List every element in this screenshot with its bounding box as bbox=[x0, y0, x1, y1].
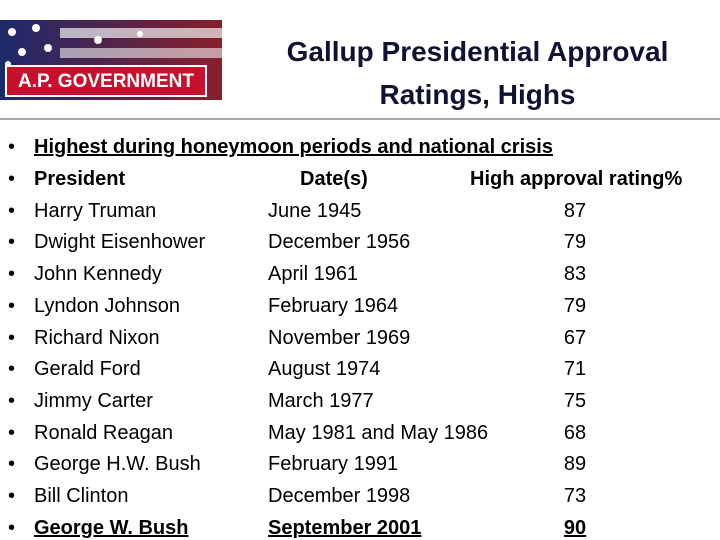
rating: 83 bbox=[563, 263, 587, 286]
column-header: Date(s) bbox=[300, 168, 368, 190]
president: Jimmy Carter bbox=[34, 389, 153, 412]
logo: A.P. GOVERNMENT bbox=[0, 20, 222, 100]
column-header: High approval rating% bbox=[470, 168, 683, 190]
president: George W. Bush bbox=[34, 516, 189, 539]
bullet: • bbox=[8, 294, 16, 317]
bullet: • bbox=[8, 358, 16, 381]
rating: 67 bbox=[563, 326, 587, 349]
rating: 79 bbox=[563, 231, 587, 254]
rating: 73 bbox=[563, 485, 587, 507]
divider bbox=[0, 118, 720, 120]
rating: 89 bbox=[563, 453, 587, 476]
date: May 1981 and May 1986 bbox=[268, 421, 489, 444]
date: September 2001 bbox=[268, 516, 422, 539]
rating: 79 bbox=[563, 294, 587, 317]
rating: 71 bbox=[563, 358, 587, 381]
president: Gerald Ford bbox=[34, 358, 141, 381]
president: George H.W. Bush bbox=[34, 453, 201, 476]
date: March 1977 bbox=[268, 389, 374, 412]
bullet: • bbox=[8, 421, 16, 444]
president: Lyndon Johnson bbox=[34, 294, 181, 317]
bullet: • bbox=[8, 136, 16, 158]
president: Harry Truman bbox=[34, 199, 157, 222]
president: Bill Clinton bbox=[34, 485, 129, 507]
bullet: • bbox=[8, 453, 16, 476]
intro: Highest during honeymoon periods and nat… bbox=[34, 136, 553, 158]
rating: 90 bbox=[563, 516, 587, 539]
bullet: • bbox=[8, 199, 16, 222]
logo-text: A.P. GOVERNMENT bbox=[18, 71, 194, 92]
bullet: • bbox=[8, 231, 16, 254]
president: John Kennedy bbox=[34, 263, 162, 286]
date: December 1998 bbox=[268, 485, 411, 507]
rating: 75 bbox=[563, 389, 587, 412]
bullet: • bbox=[8, 516, 16, 539]
rating: 68 bbox=[563, 421, 587, 444]
president: Dwight Eisenhower bbox=[34, 231, 206, 254]
date: February 1964 bbox=[268, 294, 399, 317]
president: Richard Nixon bbox=[34, 326, 160, 349]
bullet: • bbox=[8, 389, 16, 412]
date: November 1969 bbox=[268, 326, 411, 349]
president: Ronald Reagan bbox=[34, 421, 173, 444]
rating: 87 bbox=[563, 199, 587, 222]
date: February 1991 bbox=[268, 453, 399, 476]
date: April 1961 bbox=[268, 263, 359, 286]
bullet: • bbox=[8, 326, 16, 349]
column-header: President bbox=[34, 168, 126, 190]
bullet: • bbox=[8, 168, 16, 190]
date: December 1956 bbox=[268, 231, 411, 254]
date: August 1974 bbox=[268, 358, 381, 381]
bullet: • bbox=[8, 263, 16, 286]
bullet: • bbox=[8, 485, 16, 507]
slide-title: Gallup Presidential Approval Ratings, Hi… bbox=[286, 36, 669, 110]
date: June 1945 bbox=[268, 199, 362, 222]
